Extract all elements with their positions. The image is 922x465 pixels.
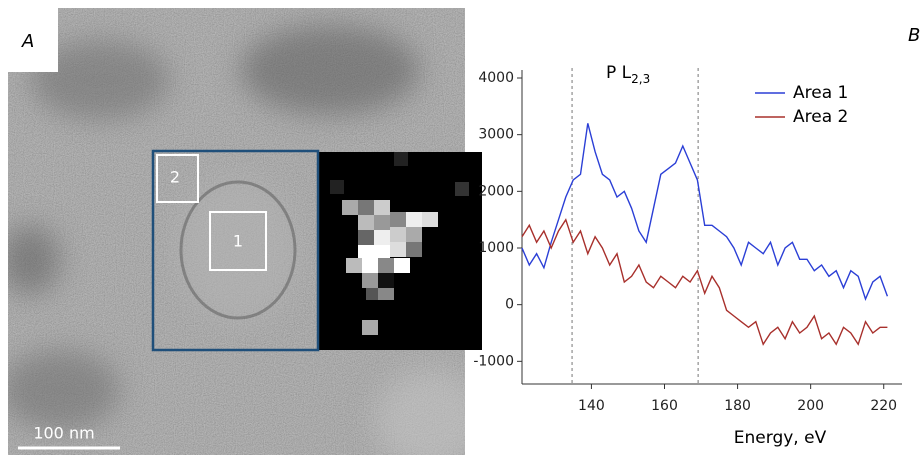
pixel-map-cells [330, 152, 469, 335]
region-box [151, 149, 320, 352]
x-tick-label: 200 [797, 398, 824, 414]
x-tick-label: 220 [870, 398, 897, 414]
legend-label: Area 1 [793, 83, 848, 103]
y-tick-label: -1000 [473, 353, 514, 369]
panel-label-box [8, 8, 58, 72]
x-tick-label: 140 [578, 398, 605, 414]
x-tick-label: 160 [651, 398, 678, 414]
annotation: P L2,3 [606, 63, 650, 86]
scale-label: 100 nm [33, 424, 94, 443]
annotation-sub: 2,3 [631, 72, 650, 86]
panel-label: A [21, 31, 34, 52]
region-label: 1 [233, 232, 243, 251]
region-2 [156, 154, 199, 203]
region-label: 2 [170, 168, 180, 187]
series-line [521, 218, 888, 346]
y-tick-label: 0 [505, 297, 514, 313]
y-tick-label: 2000 [478, 183, 514, 199]
y-tick-label: 3000 [478, 127, 514, 143]
series-line [521, 123, 889, 301]
panel-label: B [908, 25, 920, 46]
y-tick-label: 1000 [478, 240, 514, 256]
legend-label: Area 2 [793, 107, 848, 127]
y-tick-label: 4000 [478, 70, 514, 86]
annotation-text: P L [606, 63, 632, 83]
region-1 [209, 211, 267, 271]
x-tick-label: 180 [724, 398, 751, 414]
x-axis-label: Energy, eV [734, 428, 827, 448]
